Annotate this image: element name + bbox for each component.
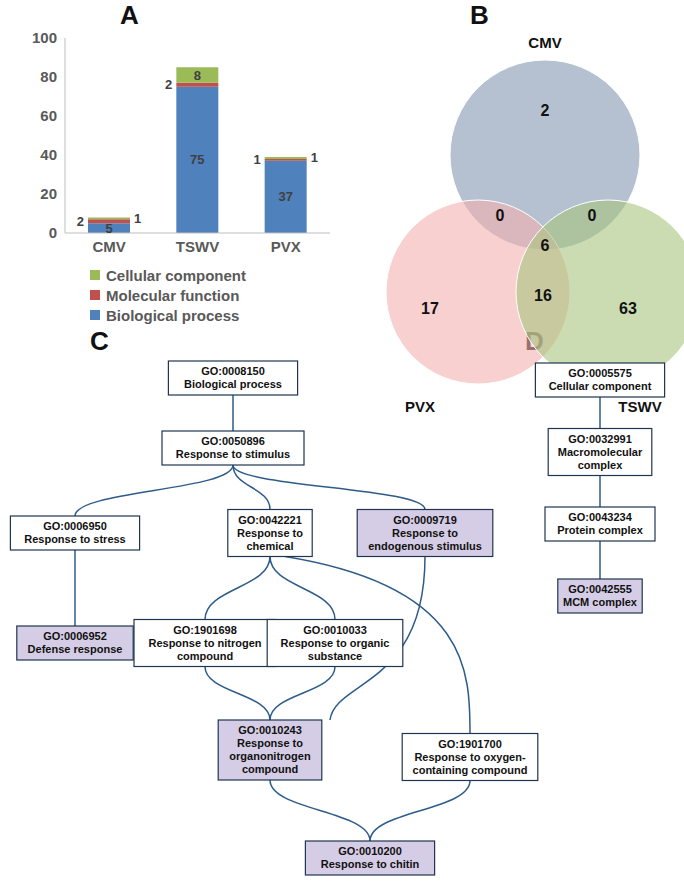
svg-text:Macromolecular: Macromolecular — [558, 446, 643, 458]
svg-text:C: C — [90, 326, 109, 356]
svg-text:0: 0 — [49, 224, 57, 241]
svg-text:MCM complex: MCM complex — [563, 596, 638, 608]
svg-text:60: 60 — [40, 107, 57, 124]
svg-text:CMV: CMV — [528, 34, 561, 51]
svg-text:endogenous stimulus: endogenous stimulus — [368, 540, 482, 552]
svg-text:PVX: PVX — [405, 398, 435, 415]
svg-text:2: 2 — [77, 214, 84, 229]
svg-text:Response to: Response to — [237, 527, 303, 539]
svg-text:Protein complex: Protein complex — [557, 524, 643, 536]
svg-text:0: 0 — [588, 207, 597, 224]
svg-text:Response to stimulus: Response to stimulus — [176, 448, 290, 460]
svg-text:17: 17 — [421, 300, 439, 317]
svg-text:GO:0005575: GO:0005575 — [568, 367, 632, 379]
svg-text:40: 40 — [40, 146, 57, 163]
svg-text:compound: compound — [177, 650, 233, 662]
svg-text:TSWV: TSWV — [176, 238, 219, 255]
svg-text:GO:0006950: GO:0006950 — [43, 520, 107, 532]
svg-text:2: 2 — [165, 77, 172, 92]
svg-text:80: 80 — [40, 68, 57, 85]
svg-text:GO:0010200: GO:0010200 — [338, 845, 402, 857]
svg-text:substance: substance — [308, 650, 362, 662]
svg-text:Response to nitrogen: Response to nitrogen — [148, 637, 261, 649]
svg-text:6: 6 — [541, 237, 550, 254]
svg-text:Response to chitin: Response to chitin — [321, 858, 420, 870]
svg-text:63: 63 — [619, 300, 637, 317]
svg-text:CMV: CMV — [92, 238, 125, 255]
svg-text:GO:0032991: GO:0032991 — [568, 433, 632, 445]
svg-text:GO:0042555: GO:0042555 — [568, 583, 632, 595]
svg-text:GO:0009719: GO:0009719 — [393, 514, 457, 526]
svg-text:Biological process: Biological process — [184, 378, 282, 390]
svg-text:1: 1 — [253, 152, 260, 167]
svg-text:Response to organic: Response to organic — [281, 637, 390, 649]
svg-text:GO:0008150: GO:0008150 — [201, 365, 265, 377]
svg-text:GO:0043234: GO:0043234 — [568, 511, 632, 523]
svg-text:16: 16 — [534, 287, 552, 304]
svg-text:Response to: Response to — [237, 737, 303, 749]
html-text:Biological process: Biological process — [106, 306, 240, 324]
svg-text:5: 5 — [105, 221, 112, 236]
svg-text:37: 37 — [278, 189, 292, 204]
svg-text:1: 1 — [134, 211, 141, 226]
svg-text:B: B — [470, 0, 489, 30]
svg-text:0: 0 — [496, 207, 505, 224]
svg-text:Response to oxygen-: Response to oxygen- — [414, 751, 526, 763]
svg-text:A: A — [120, 0, 139, 30]
html-text:Molecular function: Molecular function — [106, 286, 240, 304]
svg-text:2: 2 — [541, 102, 550, 119]
svg-text:containing compound: containing compound — [413, 764, 528, 776]
svg-text:GO:0010243: GO:0010243 — [238, 724, 302, 736]
svg-text:1: 1 — [311, 150, 318, 165]
svg-text:TSWV: TSWV — [618, 398, 661, 415]
svg-text:100: 100 — [32, 29, 57, 46]
svg-text:8: 8 — [194, 68, 201, 83]
svg-text:GO:1901698: GO:1901698 — [173, 624, 237, 636]
html-text:Cellular component: Cellular component — [106, 266, 246, 284]
svg-text:complex: complex — [578, 459, 624, 471]
svg-text:20: 20 — [40, 185, 57, 202]
svg-text:compound: compound — [242, 763, 298, 775]
svg-text:GO:0006952: GO:0006952 — [43, 630, 107, 642]
svg-text:PVX: PVX — [271, 238, 301, 255]
svg-text:chemical: chemical — [246, 540, 293, 552]
svg-text:Cellular component: Cellular component — [549, 380, 652, 392]
svg-text:GO:0042221: GO:0042221 — [238, 514, 302, 526]
svg-text:GO:0010033: GO:0010033 — [303, 624, 367, 636]
svg-text:Defense response: Defense response — [28, 643, 123, 655]
svg-text:Response to: Response to — [392, 527, 458, 539]
svg-text:Response to stress: Response to stress — [24, 533, 125, 545]
svg-text:organonitrogen: organonitrogen — [229, 750, 311, 762]
svg-text:75: 75 — [190, 152, 204, 167]
svg-text:GO:0050896: GO:0050896 — [201, 435, 265, 447]
svg-text:GO:1901700: GO:1901700 — [438, 738, 502, 750]
